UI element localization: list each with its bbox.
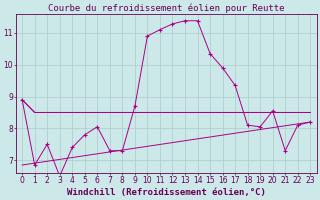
Title: Courbe du refroidissement éolien pour Reutte: Courbe du refroidissement éolien pour Re… xyxy=(48,3,284,13)
X-axis label: Windchill (Refroidissement éolien,°C): Windchill (Refroidissement éolien,°C) xyxy=(67,188,266,197)
